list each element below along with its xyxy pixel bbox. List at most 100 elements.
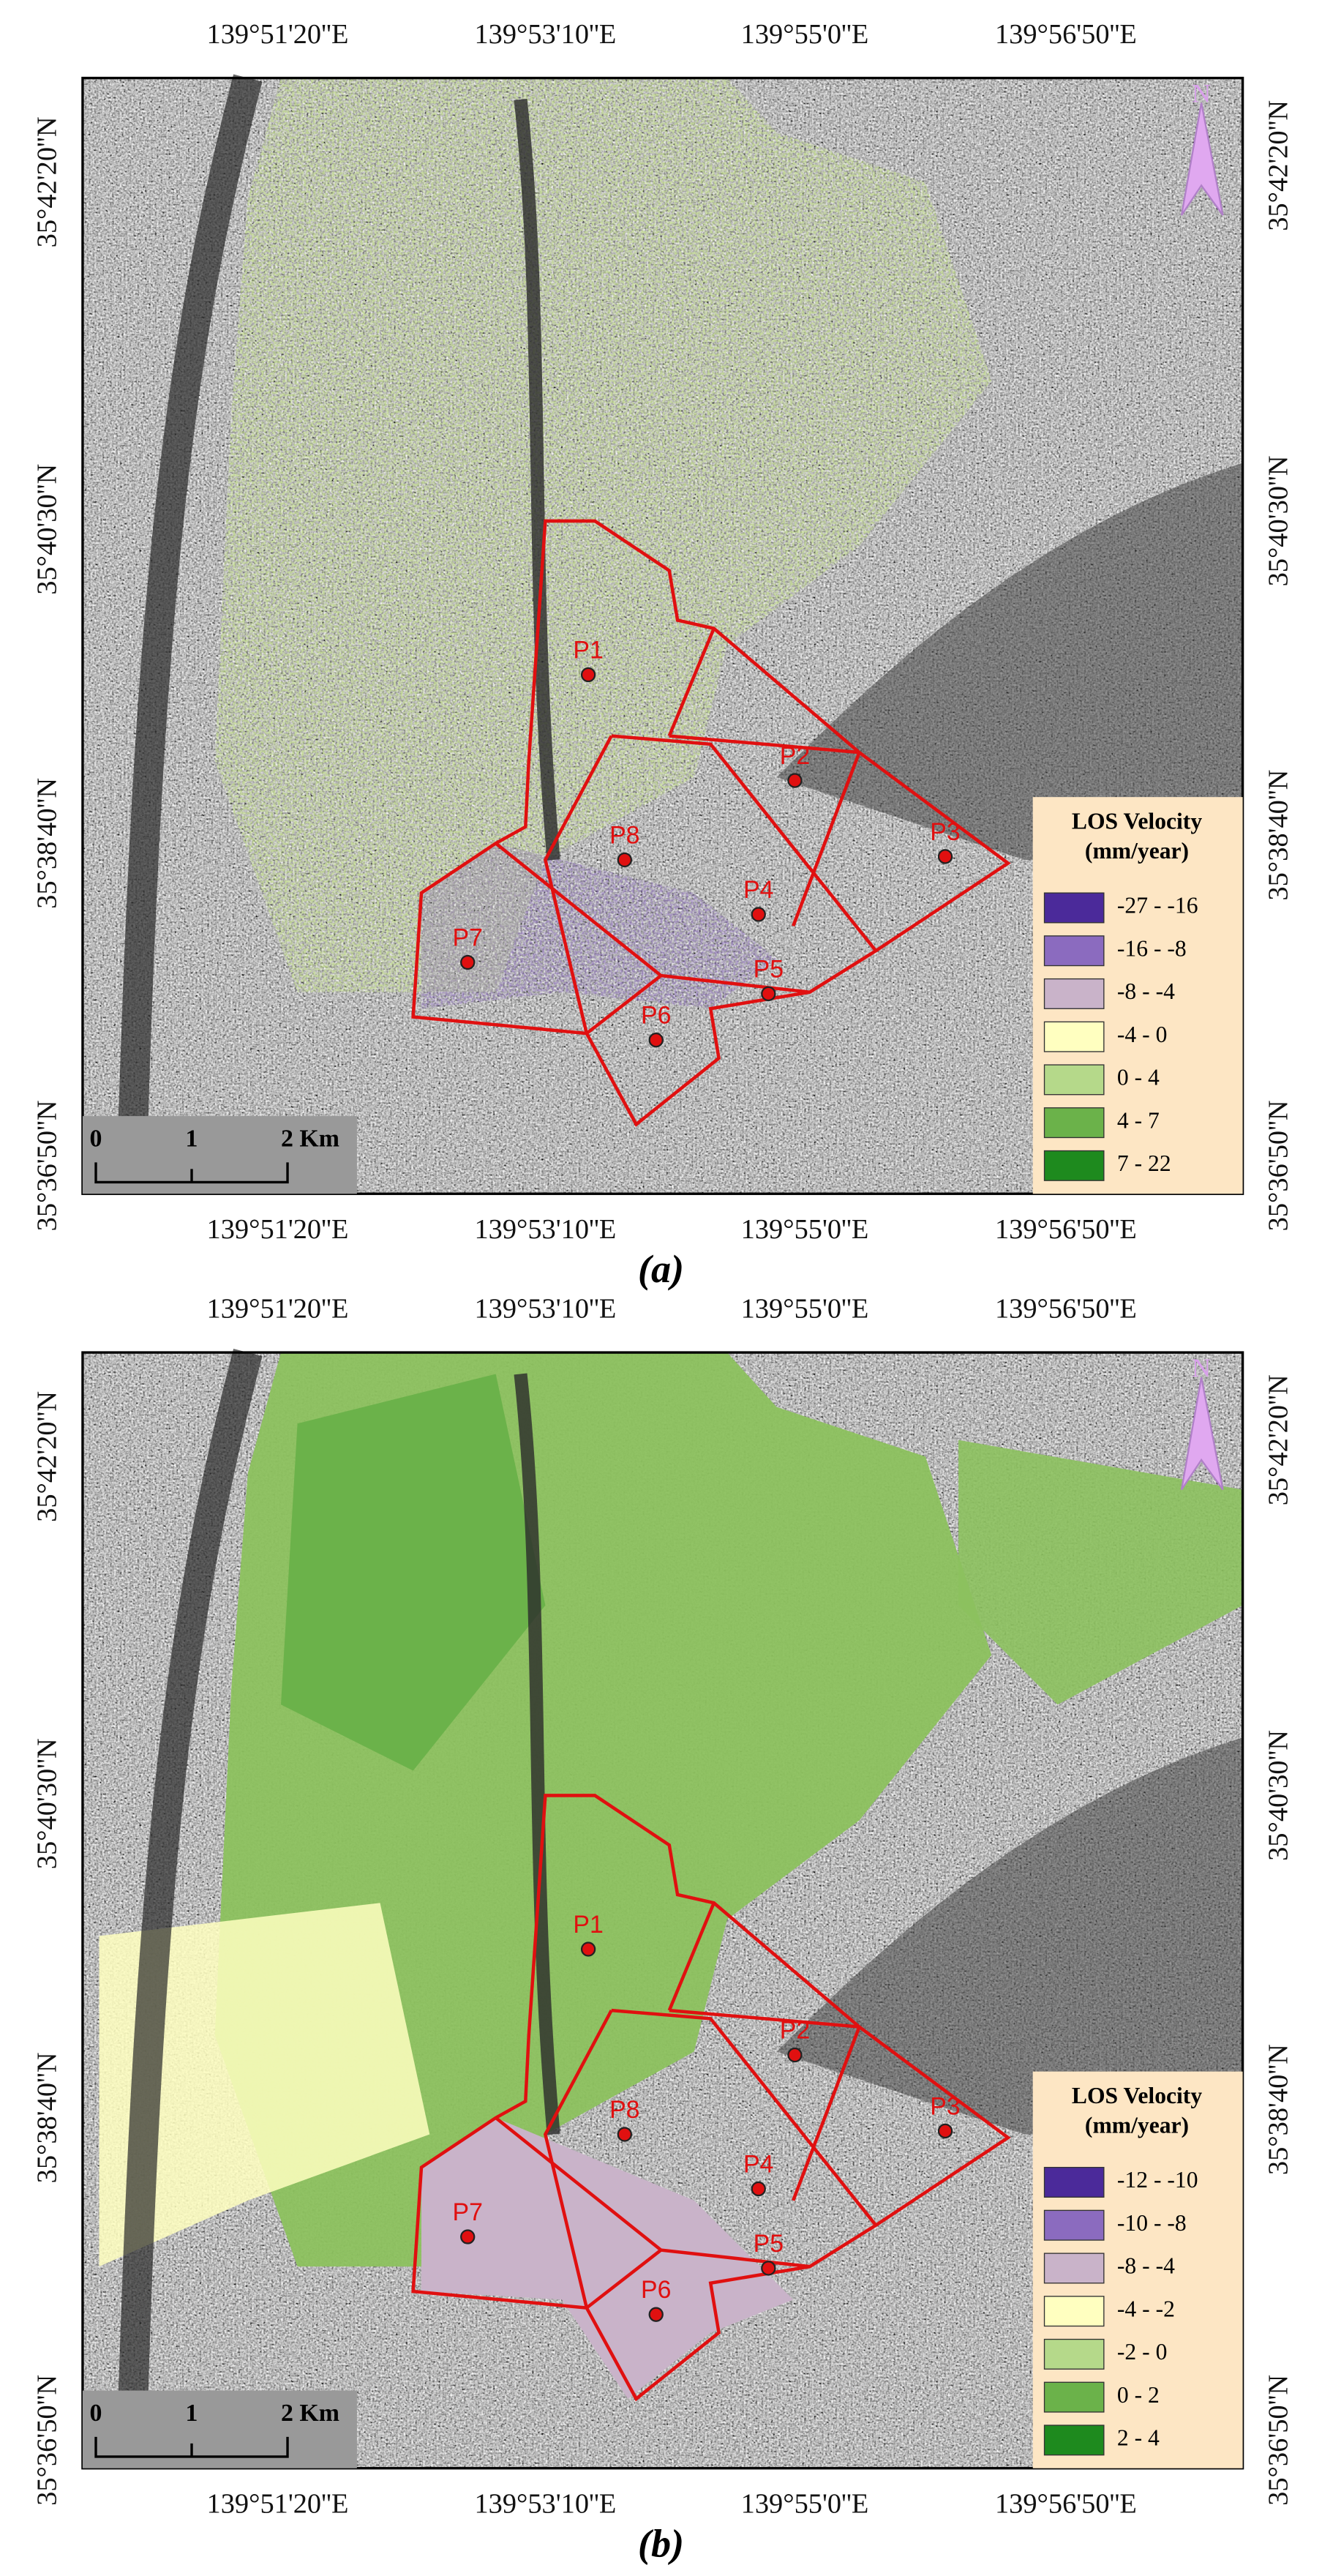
map-frame bbox=[81, 1351, 1244, 2470]
velocity-area bbox=[214, 78, 992, 992]
point-label: P1 bbox=[573, 1911, 603, 1939]
legend-swatch bbox=[1043, 978, 1105, 1009]
point-marker bbox=[937, 2123, 953, 2139]
legend-label: -27 - -16 bbox=[1117, 893, 1198, 918]
zone-boundary bbox=[543, 735, 613, 1034]
legend-label: 7 - 22 bbox=[1117, 1150, 1171, 1176]
legend-swatch bbox=[1043, 2253, 1105, 2284]
legend-swatch bbox=[1043, 1150, 1105, 1181]
latitude-label: 35°38'40''N bbox=[1263, 2044, 1293, 2175]
longitude-label: 139°56'50''E bbox=[995, 19, 1137, 50]
longitude-label: 139°53'10''E bbox=[474, 1293, 616, 1324]
legend-swatch bbox=[1043, 2209, 1105, 2241]
legend-swatch bbox=[1043, 935, 1105, 967]
point-label: P2 bbox=[780, 742, 810, 770]
latitude-label: 35°38'40''N bbox=[32, 2052, 63, 2183]
longitude-label: 139°55'0''E bbox=[741, 1214, 869, 1245]
velocity-area bbox=[280, 1374, 546, 1771]
scale-bar-label: 0 bbox=[90, 2400, 102, 2427]
legend-swatch bbox=[1043, 1064, 1105, 1096]
longitude-label: 139°55'0''E bbox=[741, 19, 869, 50]
longitude-label: 139°51'20''E bbox=[207, 19, 349, 50]
river bbox=[117, 1348, 263, 2433]
point-label: P4 bbox=[743, 876, 773, 904]
point-marker bbox=[761, 2261, 776, 2276]
point-marker bbox=[751, 2181, 766, 2197]
zone-boundary bbox=[611, 2008, 877, 2227]
point-label: P8 bbox=[609, 821, 639, 849]
point-marker bbox=[751, 907, 766, 922]
legend-label: -8 - -4 bbox=[1117, 978, 1175, 1004]
north-label: N bbox=[1192, 1353, 1211, 1382]
legend-swatch bbox=[1043, 1021, 1105, 1052]
scale-bar-box bbox=[82, 1116, 357, 1194]
latitude-label: 35°40'30''N bbox=[32, 1738, 63, 1869]
scale-bar-label: 1 bbox=[186, 1126, 198, 1153]
point-label: P3 bbox=[930, 818, 960, 846]
point-label: P2 bbox=[780, 2016, 810, 2044]
longitude-label: 139°55'0''E bbox=[741, 1293, 869, 1324]
legend-label: -8 - -4 bbox=[1117, 2253, 1175, 2279]
legend-label: -4 - 0 bbox=[1117, 1022, 1167, 1047]
map-panel: P1 P2 P3 P4 P5 P6 P7 P8 139°51'20''E 139°53'10''E… bbox=[32, 19, 1294, 1291]
legend-title: LOS Velocity bbox=[1072, 809, 1202, 834]
zone-boundary bbox=[792, 2026, 861, 2201]
latitude-label: 35°38'40''N bbox=[1263, 770, 1293, 901]
legend-swatch bbox=[1043, 2296, 1105, 2327]
longitude-label: 139°56'50''E bbox=[995, 2489, 1137, 2520]
latitude-label: 35°36'50''N bbox=[1263, 1100, 1293, 1231]
point-label: P7 bbox=[453, 924, 483, 951]
sea bbox=[776, 463, 1243, 860]
map-frame bbox=[81, 76, 1244, 1195]
north-arrow bbox=[1180, 1377, 1224, 1491]
legend-unit: (mm/year) bbox=[1085, 838, 1189, 864]
legend-label: -12 - -10 bbox=[1117, 2167, 1198, 2193]
north-arrow bbox=[1180, 102, 1224, 216]
point-marker bbox=[617, 2127, 632, 2142]
zone-boundary bbox=[585, 974, 662, 1035]
latitude-label: 35°42'20''N bbox=[1263, 1374, 1293, 1505]
point-label: P7 bbox=[453, 2198, 483, 2226]
latitude-label: 35°42'20''N bbox=[32, 116, 63, 247]
velocity-area bbox=[421, 2117, 794, 2399]
legend-swatch bbox=[1043, 2381, 1105, 2413]
north-label: N bbox=[1192, 79, 1211, 108]
point-label: P1 bbox=[573, 636, 603, 664]
point-label: P3 bbox=[930, 2092, 960, 2120]
point-label: P4 bbox=[743, 2150, 773, 2178]
point-label: P5 bbox=[754, 955, 784, 983]
latitude-label: 35°40'30''N bbox=[32, 464, 63, 595]
zone-boundary bbox=[669, 734, 860, 755]
point-label: P5 bbox=[754, 2230, 784, 2258]
longitude-label: 139°51'20''E bbox=[207, 1214, 349, 1245]
zone-boundary bbox=[585, 2248, 662, 2310]
panel-caption: (b) bbox=[638, 2522, 684, 2566]
point-marker bbox=[460, 954, 476, 970]
velocity-area bbox=[958, 1439, 1243, 1705]
legend-title: LOS Velocity bbox=[1072, 2083, 1202, 2108]
panel-caption: (a) bbox=[638, 1247, 684, 1291]
scale-bar-label: 2 Km bbox=[281, 1126, 339, 1153]
point-label: P6 bbox=[641, 1002, 671, 1030]
river bbox=[514, 98, 560, 861]
zone-boundary bbox=[669, 2008, 860, 2029]
zone-boundary bbox=[611, 734, 877, 952]
zone-boundary bbox=[792, 752, 861, 927]
sea bbox=[776, 1737, 1243, 2135]
scale-bar-label: 2 Km bbox=[281, 2400, 339, 2427]
point-marker bbox=[648, 1033, 664, 1048]
scale-bar-label: 1 bbox=[186, 2400, 198, 2427]
latitude-label: 35°42'20''N bbox=[32, 1391, 63, 1522]
longitude-label: 139°51'20''E bbox=[207, 1293, 349, 1324]
legend-swatch bbox=[1043, 892, 1105, 924]
legend-label: 0 - 4 bbox=[1117, 1065, 1160, 1090]
legend-label: -16 - -8 bbox=[1117, 935, 1187, 961]
legend-swatch bbox=[1043, 2338, 1105, 2370]
longitude-label: 139°53'10''E bbox=[474, 1214, 616, 1245]
river bbox=[514, 1373, 560, 2135]
longitude-label: 139°53'10''E bbox=[474, 19, 616, 50]
latitude-label: 35°36'50''N bbox=[1263, 2375, 1293, 2506]
scale-bar-box bbox=[82, 2390, 357, 2468]
